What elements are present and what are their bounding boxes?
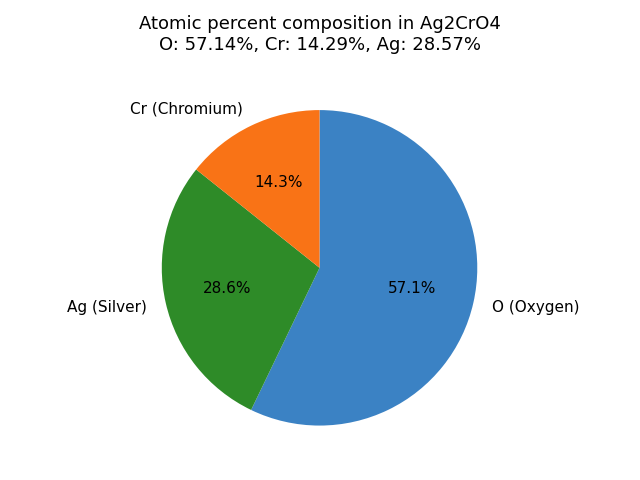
Text: 14.3%: 14.3% (254, 175, 303, 190)
Text: Cr (Chromium): Cr (Chromium) (130, 101, 243, 116)
Wedge shape (251, 110, 477, 426)
Text: 57.1%: 57.1% (388, 281, 436, 296)
Text: Ag (Silver): Ag (Silver) (67, 300, 147, 315)
Text: O (Oxygen): O (Oxygen) (492, 300, 579, 314)
Wedge shape (196, 110, 319, 268)
Wedge shape (162, 169, 319, 410)
Text: 28.6%: 28.6% (203, 281, 252, 296)
Title: Atomic percent composition in Ag2CrO4
O: 57.14%, Cr: 14.29%, Ag: 28.57%: Atomic percent composition in Ag2CrO4 O:… (139, 15, 500, 54)
